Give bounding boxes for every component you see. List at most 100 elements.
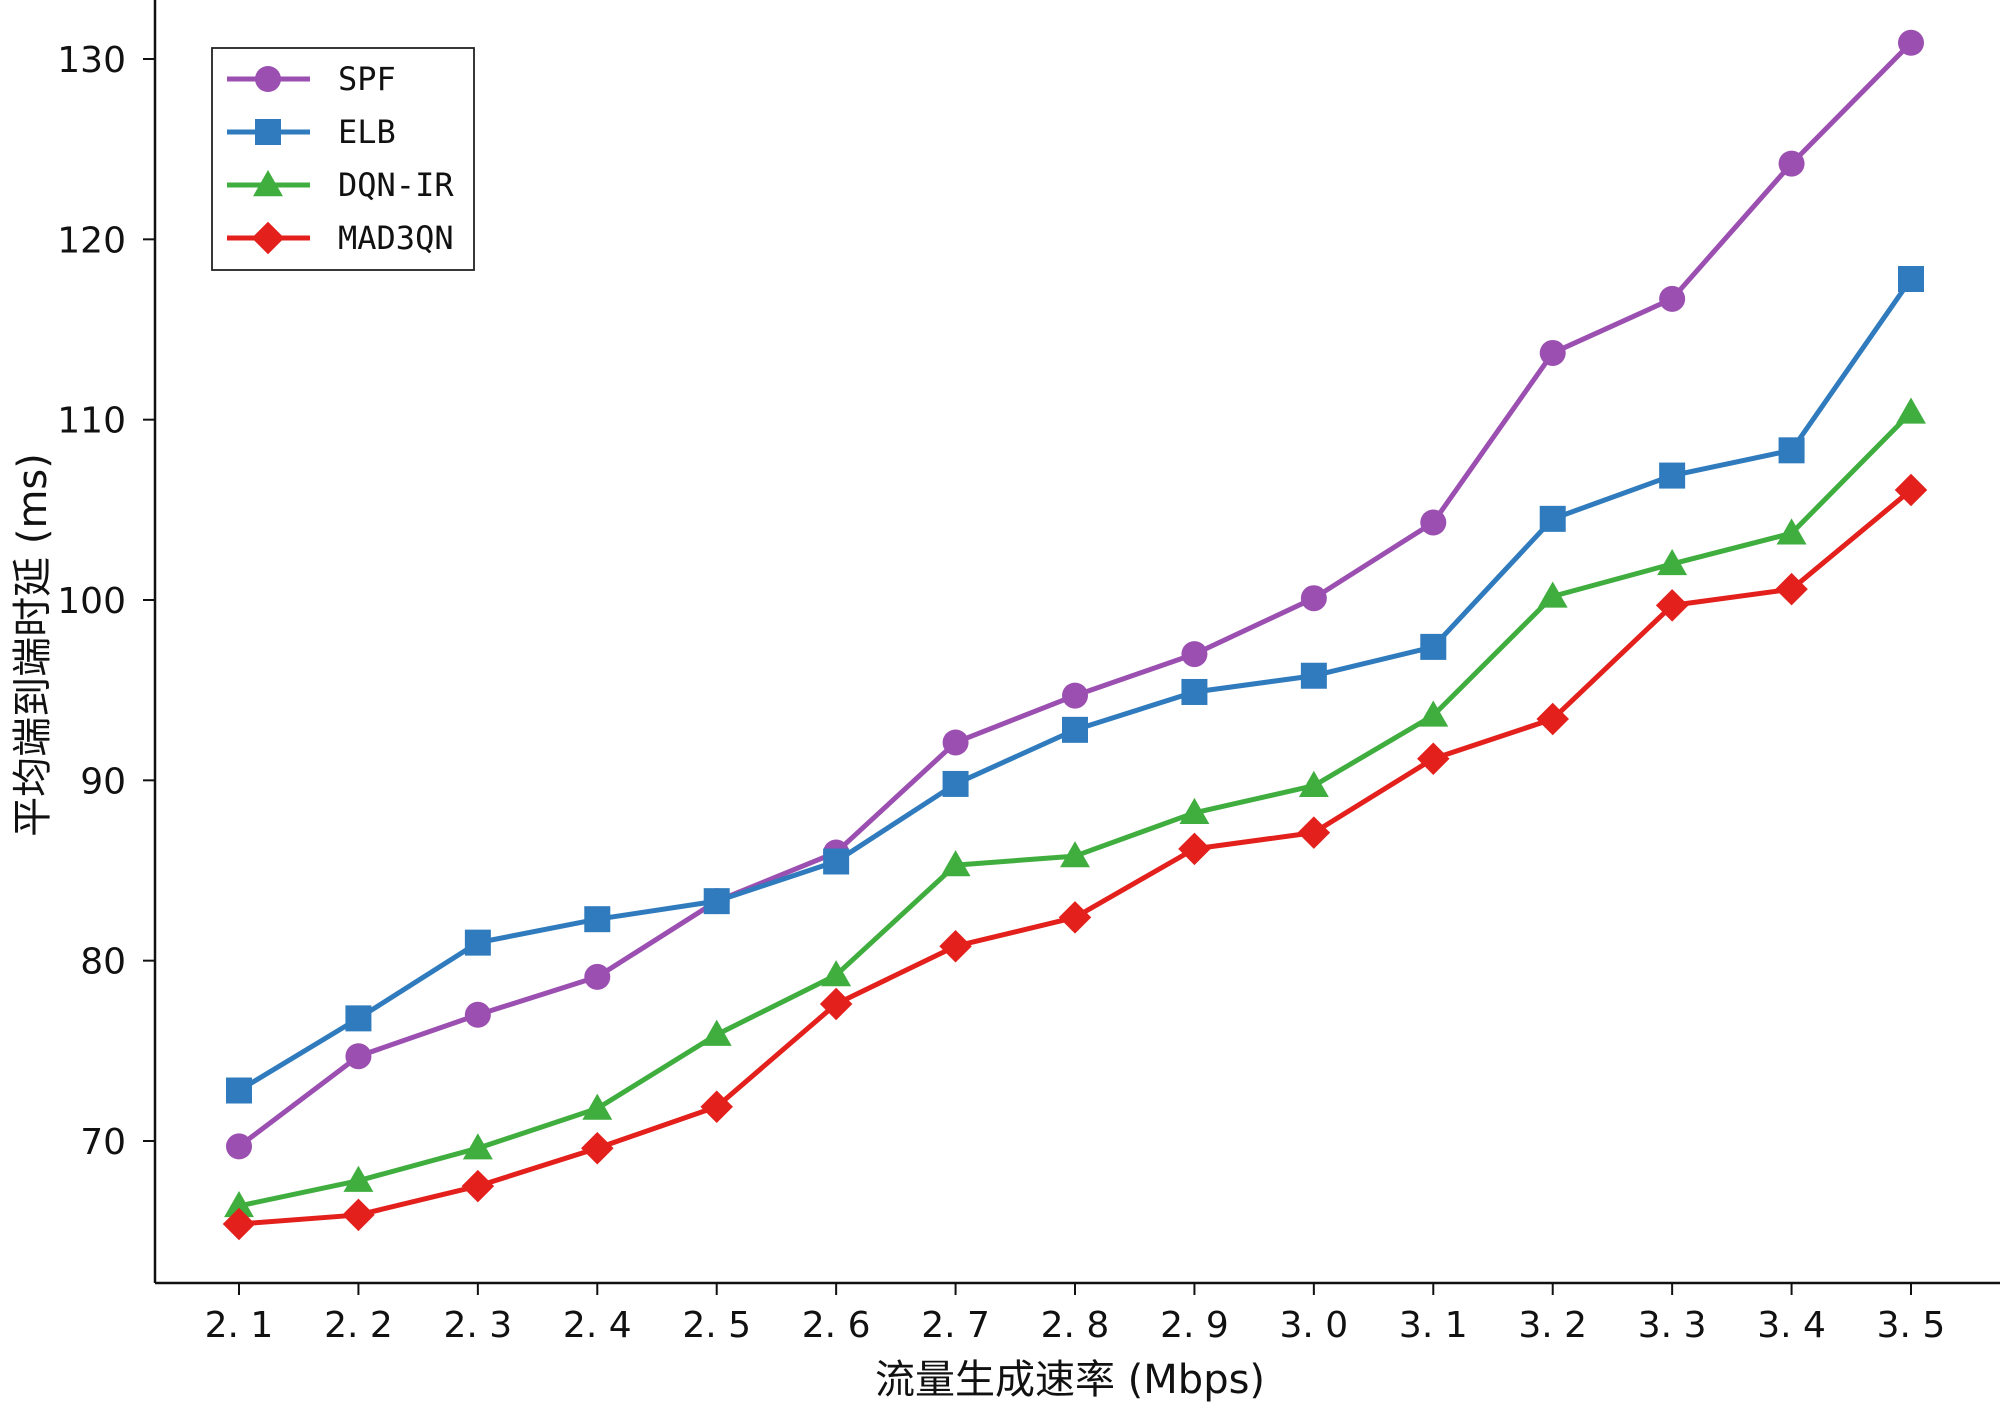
data-point-triangle (1896, 397, 1926, 424)
data-point-square (584, 906, 611, 933)
data-point-diamond (1297, 816, 1331, 849)
data-point-square (1062, 716, 1088, 743)
data-point-circle (1539, 339, 1566, 366)
data-point-square (1300, 662, 1327, 689)
data-point-square (703, 888, 730, 915)
y-tick-label: 110 (57, 401, 126, 442)
data-point-triangle (1776, 518, 1807, 545)
data-point-diamond (342, 1198, 375, 1232)
data-point-triangle (1298, 770, 1329, 797)
data-point-diamond (1775, 572, 1808, 606)
data-point-circle (1659, 285, 1686, 312)
data-point-triangle (1060, 841, 1090, 868)
data-point-triangle (582, 1093, 613, 1120)
data-point-triangle (224, 1190, 254, 1218)
data-point-diamond (581, 1131, 614, 1165)
data-point-square (345, 1005, 372, 1032)
series-mad3qn (222, 473, 1928, 1241)
x-tick-label: 3. 1 (1399, 1305, 1468, 1346)
series-elb (226, 266, 1924, 1104)
data-point-circle (255, 66, 281, 92)
data-point-triangle (821, 960, 852, 987)
x-tick-label: 2. 1 (205, 1305, 274, 1346)
data-point-triangle (1179, 797, 1210, 825)
data-point-circle (1062, 682, 1088, 709)
data-point-triangle (1418, 700, 1449, 727)
data-point-diamond (1655, 589, 1689, 622)
data-point-diamond (700, 1090, 733, 1123)
data-point-circle (345, 1043, 372, 1070)
data-point-square (255, 119, 281, 145)
x-tick-label: 2. 4 (563, 1305, 632, 1346)
data-point-diamond (819, 987, 853, 1021)
y-tick-label: 120 (57, 220, 126, 261)
data-point-diamond (461, 1169, 495, 1203)
series-dqn-ir (224, 397, 1926, 1218)
legend: SPF ELB DQN-IR MAD3QN (211, 47, 475, 271)
data-point-square (823, 848, 850, 875)
legend-label: ELB (338, 113, 396, 151)
data-point-circle (1898, 29, 1924, 56)
data-point-diamond (1058, 901, 1092, 934)
y-tick-label: 70 (80, 1122, 126, 1163)
data-point-triangle (940, 850, 971, 877)
data-point-triangle (1657, 548, 1688, 576)
data-point-square (226, 1077, 252, 1104)
y-tick-label: 80 (80, 942, 126, 983)
data-point-circle (464, 1001, 491, 1028)
y-tick-label: 90 (80, 761, 126, 802)
data-point-circle (584, 963, 611, 990)
x-tick-label: 2. 7 (921, 1305, 990, 1346)
x-tick-label: 2. 5 (682, 1305, 751, 1346)
x-tick-label: 2. 2 (324, 1305, 393, 1346)
legend-label: SPF (338, 60, 396, 98)
x-tick-label: 2. 3 (444, 1305, 513, 1346)
data-point-square (1778, 437, 1805, 464)
series-line (238, 410, 1913, 1209)
series-line (237, 41, 1913, 1149)
data-point-circle (942, 729, 969, 756)
data-point-triangle (253, 170, 283, 197)
data-point-circle (1181, 641, 1208, 668)
data-point-circle (1300, 585, 1327, 612)
data-point-square (1181, 678, 1208, 705)
data-point-diamond (251, 221, 285, 255)
x-tick-label: 2. 6 (802, 1305, 871, 1346)
data-point-triangle (462, 1133, 493, 1160)
data-point-circle (1420, 509, 1447, 536)
data-point-square (1898, 266, 1924, 293)
x-tick-label: 3. 3 (1638, 1305, 1707, 1346)
legend-label: DQN-IR (338, 166, 454, 204)
data-point-circle (226, 1133, 252, 1160)
data-point-triangle (1537, 581, 1568, 608)
x-tick-label: 2. 8 (1041, 1305, 1110, 1346)
x-tick-label: 2. 9 (1160, 1305, 1229, 1346)
data-point-diamond (1178, 832, 1211, 866)
y-axis-label: 平均端到端时延 (ms) (10, 453, 56, 837)
series-layer (222, 29, 1928, 1241)
y-tick-label: 100 (57, 581, 126, 622)
x-tick-label: 3. 2 (1518, 1305, 1587, 1346)
series-spf (226, 29, 1924, 1160)
data-point-circle (1778, 150, 1805, 177)
data-point-square (1420, 633, 1447, 660)
data-point-diamond (1417, 742, 1450, 775)
data-point-diamond (1894, 473, 1928, 507)
y-axis-ticks: 70 80 90 100 110 120 130 (57, 40, 155, 1163)
data-point-square (1659, 462, 1686, 489)
y-tick-label: 130 (57, 40, 126, 81)
data-point-square (942, 770, 969, 797)
data-point-triangle (701, 1019, 732, 1046)
x-tick-label: 3. 4 (1757, 1305, 1826, 1346)
legend-label: MAD3QN (338, 219, 454, 257)
x-tick-label: 3. 5 (1877, 1305, 1946, 1346)
x-axis-ticks: 2. 1 2. 2 2. 3 2. 4 2. 5 2. 6 2. 7 2. 8 2. 9 3. 0… (205, 1283, 1946, 1346)
data-point-diamond (939, 929, 972, 963)
legend-box (211, 47, 475, 271)
x-axis-label: 流量生成速率 (Mbps) (875, 1357, 1265, 1403)
data-point-diamond (1536, 702, 1569, 736)
data-point-diamond (222, 1207, 256, 1241)
x-tick-label: 3. 0 (1280, 1305, 1349, 1346)
